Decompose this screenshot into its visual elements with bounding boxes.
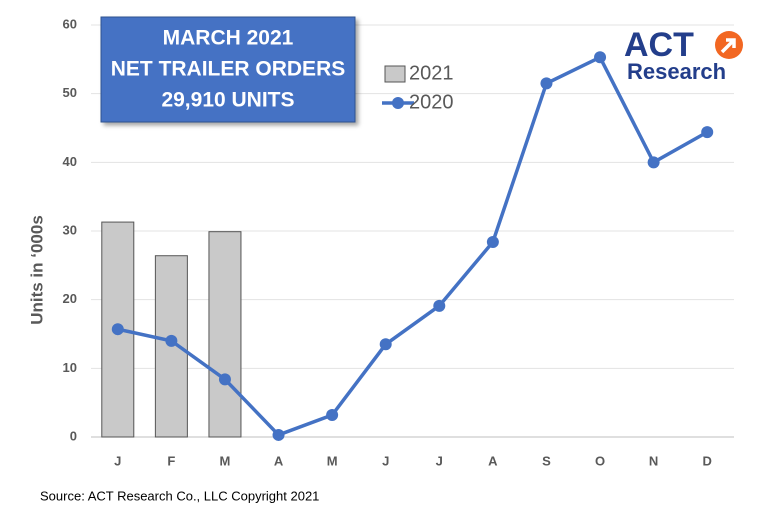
line-marker xyxy=(701,126,714,139)
x-tick-label: F xyxy=(167,453,175,468)
line-marker xyxy=(433,299,446,312)
logo-bottom: Research xyxy=(627,59,726,84)
line-marker xyxy=(486,235,499,248)
y-tick-label: 60 xyxy=(63,16,77,31)
line xyxy=(117,54,709,437)
x-tick-label: A xyxy=(274,453,284,468)
chart-title: 29,910 UNITS xyxy=(161,89,294,112)
legend-label: 2021 xyxy=(409,62,454,84)
line-marker xyxy=(326,409,339,422)
y-tick-label: 0 xyxy=(70,428,77,443)
y-tick-label: 50 xyxy=(63,85,77,100)
title-box xyxy=(100,16,356,123)
x-tick-label: M xyxy=(220,453,231,468)
line-marker xyxy=(272,428,285,441)
y-tick-label: 10 xyxy=(63,360,77,375)
bar xyxy=(208,231,242,438)
line-marker xyxy=(218,373,231,386)
line-marker xyxy=(165,334,178,347)
logo: ACT Research xyxy=(624,26,743,84)
x-tick-label: O xyxy=(595,453,605,468)
logo-top: ACT xyxy=(624,26,694,64)
y-axis-label: Units in ‘000s xyxy=(27,215,46,325)
y-tick-label: 20 xyxy=(63,291,77,306)
line-marker xyxy=(111,323,124,336)
logo-arrow xyxy=(720,38,736,54)
y-tick-label: 30 xyxy=(63,222,77,237)
line-marker xyxy=(379,338,392,351)
legend-label: 2020 xyxy=(409,91,454,113)
x-tick-label: J xyxy=(382,453,389,468)
x-tick-label: J xyxy=(436,453,443,468)
chart-title: NET TRAILER ORDERS xyxy=(111,58,346,81)
chart-title: MARCH 2021 xyxy=(163,27,294,50)
x-tick-label: M xyxy=(327,453,338,468)
x-tick-label: D xyxy=(703,453,712,468)
x-tick-label: J xyxy=(114,453,121,468)
x-tick-label: N xyxy=(649,453,658,468)
source-note: Source: ACT Research Co., LLC Copyright … xyxy=(40,488,319,503)
x-tick-label: S xyxy=(542,453,551,468)
legend-swatch xyxy=(392,97,404,109)
legend-swatch xyxy=(384,65,406,83)
x-tick-label: A xyxy=(488,453,498,468)
y-tick-label: 40 xyxy=(63,154,77,169)
line-marker xyxy=(647,156,660,169)
line-marker xyxy=(594,51,607,64)
line-marker xyxy=(540,77,553,90)
